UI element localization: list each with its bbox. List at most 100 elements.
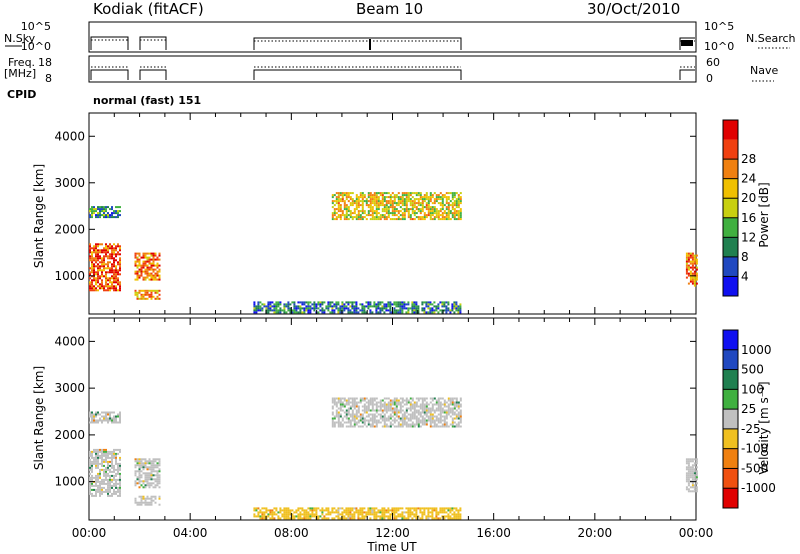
echo-cell [359,511,362,514]
echo-cell [107,478,109,481]
echo-cell [150,484,153,487]
echo-cell [140,274,143,277]
colorbar-tick-label: 8 [741,250,749,264]
echo-cell [429,411,432,414]
echo-cell [391,206,394,209]
echo-cell [389,198,392,201]
echo-cell [357,513,360,516]
echo-cell [309,507,312,510]
echo-cell [273,307,276,310]
echo-cell [333,511,336,514]
echo-cell [393,397,396,400]
echo-cell [91,289,93,292]
echo-cell [411,507,414,510]
echo-cell [89,249,91,252]
echo-cell [156,256,159,259]
echo-cell [353,413,356,416]
echo-cell [105,208,107,211]
echo-cell [146,480,149,483]
echo-cell [289,517,292,520]
echo-cell [111,478,113,481]
echo-cell [397,204,400,207]
echo-cell [99,265,101,268]
echo-cell [403,202,406,205]
echo-cell [685,486,688,489]
echo-cell [691,486,694,489]
echo-cell [393,411,396,414]
echo-cell [339,413,342,416]
echo-cell [435,401,438,404]
echo-cell [146,276,149,279]
echo-cell [403,301,406,304]
echo-cell [331,311,334,314]
echo-cell [134,460,137,463]
echo-cell [403,214,406,217]
echo-cell [457,401,460,404]
echo-cell [313,513,316,516]
echo-cell [97,255,99,258]
echo-cell [345,509,348,512]
echo-cell [111,458,113,461]
echo-cell [365,218,368,221]
echo-cell [383,401,386,404]
echo-cell [459,196,462,199]
echo-cell [111,263,113,266]
echo-cell [99,474,101,477]
echo-cell [353,405,356,408]
echo-cell [335,200,338,203]
echo-cell [395,397,398,400]
echo-cell [425,419,428,422]
echo-cell [101,421,103,424]
echo-cell [447,397,450,400]
echo-cell [117,279,119,282]
echo-cell [421,196,424,199]
echo-cell [433,202,436,205]
echo-cell [451,421,454,424]
echo-cell [263,517,266,520]
echo-cell [323,509,326,512]
echo-cell [371,403,374,406]
echo-cell [441,301,444,304]
echo-cell [285,511,288,514]
echo-cell [355,509,358,512]
echo-cell [411,417,414,420]
echo-cell [93,484,95,487]
echo-cell [111,216,113,219]
echo-cell [134,501,137,504]
echo-cell [97,458,99,461]
echo-cell [401,196,404,199]
echo-cell [349,196,352,199]
echo-cell [413,218,416,221]
echo-cell [445,214,448,217]
echo-cell [154,254,157,257]
echo-cell [397,198,400,201]
echo-cell [150,252,153,255]
echo-cell [381,399,384,402]
echo-cell [411,513,414,516]
echo-cell [407,399,410,402]
echo-cell [691,490,694,493]
echo-cell [101,208,103,211]
echo-cell [291,309,294,312]
echo-cell [95,458,97,461]
echo-cell [156,458,159,461]
echo-cell [142,266,145,269]
echo-cell [99,476,101,479]
echo-cell [309,305,312,308]
echo-cell [321,307,324,310]
echo-cell [381,204,384,207]
echo-cell [691,252,694,255]
echo-cell [117,482,119,485]
echo-cell [95,482,97,485]
echo-cell [105,454,107,457]
echo-cell [417,515,420,518]
echo-cell [695,470,698,473]
echo-cell [285,515,288,518]
echo-cell [419,425,422,428]
echo-cell [117,251,119,254]
echo-cell [431,397,434,400]
echo-cell [429,200,432,203]
echo-cell [285,509,288,512]
echo-cell [101,468,103,471]
echo-cell [351,204,354,207]
